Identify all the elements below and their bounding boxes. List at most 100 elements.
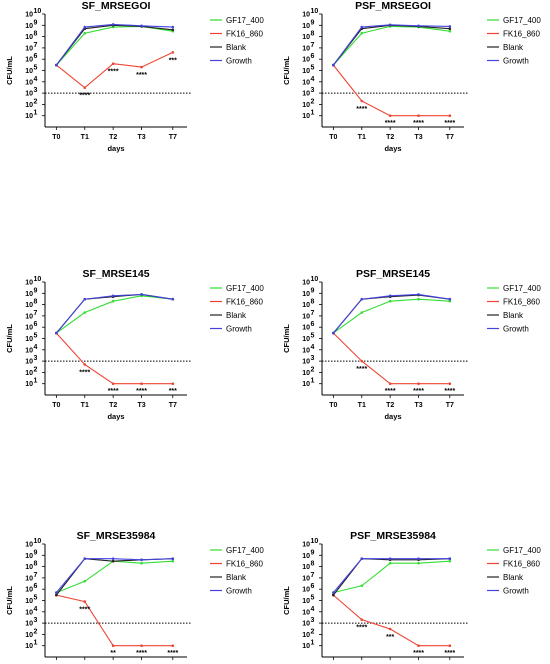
data-point: [448, 557, 452, 561]
data-point: [417, 293, 420, 296]
y-tick-exponent: 2: [34, 366, 38, 373]
legend-label: FK16_860: [226, 560, 263, 569]
y-tick-exponent: 9: [34, 19, 38, 26]
legend-label: Blank: [226, 573, 247, 582]
y-tick-label: 10: [25, 587, 33, 594]
data-point: [360, 618, 364, 621]
legend-label: Blank: [503, 43, 524, 52]
significance-label: ****: [444, 120, 455, 127]
data-point: [448, 27, 452, 31]
significance-label: ****: [385, 120, 396, 127]
y-tick-label: 10: [25, 381, 33, 388]
series-line: [332, 558, 450, 596]
data-point: [111, 382, 115, 385]
significance-label: ****: [79, 370, 90, 377]
data-point: [140, 561, 143, 565]
series-line: [332, 25, 450, 66]
y-tick-exponent: 4: [311, 606, 315, 613]
data-point: [332, 591, 335, 594]
y-tick-label: 10: [302, 381, 310, 388]
y-tick-label: 10: [302, 553, 310, 560]
x-tick-label: T3: [137, 134, 145, 141]
y-tick-label: 10: [302, 12, 310, 19]
significance-label: ****: [108, 69, 119, 76]
y-tick-exponent: 1: [311, 110, 315, 117]
y-tick-label: 10: [302, 598, 310, 605]
data-point: [417, 24, 420, 28]
data-point: [332, 593, 335, 597]
data-point: [360, 359, 364, 363]
y-tick-exponent: 10: [34, 276, 42, 283]
data-point: [388, 114, 392, 117]
data-point: [417, 297, 420, 301]
legend-label: FK16_860: [226, 298, 263, 307]
y-tick-exponent: 3: [311, 617, 315, 624]
y-tick-exponent: 2: [311, 366, 315, 373]
x-axis-label: days: [107, 412, 124, 421]
y-axis-label: CFU/mL: [282, 324, 291, 353]
data-point: [171, 25, 175, 29]
y-tick-exponent: 8: [311, 299, 315, 306]
y-tick-exponent: 2: [311, 98, 315, 105]
significance-label: ****: [167, 650, 178, 657]
data-point: [111, 644, 115, 647]
x-tick-label: T2: [386, 402, 394, 409]
significance-label: ****: [356, 106, 367, 113]
x-axis-label: days: [107, 144, 124, 153]
chart-title: PSF_MRSEGOI: [355, 0, 431, 12]
legend-label: Growth: [226, 587, 252, 596]
y-tick-label: 10: [25, 575, 33, 582]
y-tick-exponent: 9: [311, 549, 315, 556]
data-point: [388, 382, 392, 385]
y-axis-label: CFU/mL: [282, 586, 291, 615]
y-tick-label: 10: [302, 313, 310, 320]
y-tick-exponent: 7: [311, 310, 315, 317]
y-tick-exponent: 1: [34, 378, 38, 385]
y-tick-exponent: 1: [34, 640, 38, 647]
y-tick-exponent: 10: [311, 538, 319, 545]
y-tick-exponent: 5: [311, 65, 315, 72]
y-tick-exponent: 4: [311, 76, 315, 83]
y-tick-exponent: 10: [311, 8, 319, 15]
data-point: [360, 557, 364, 561]
data-point: [388, 557, 392, 561]
y-tick-exponent: 6: [34, 53, 38, 60]
data-point: [83, 297, 87, 301]
legend-label: GF17_400: [503, 546, 541, 555]
data-point: [55, 593, 58, 597]
x-axis-label: days: [384, 144, 401, 153]
y-tick-exponent: 7: [311, 572, 315, 579]
y-tick-exponent: 9: [34, 549, 38, 556]
y-tick-label: 10: [302, 542, 310, 549]
legend-label: Blank: [226, 43, 247, 52]
y-tick-exponent: 1: [34, 110, 38, 117]
significance-label: ****: [136, 72, 147, 79]
data-point: [417, 644, 420, 647]
data-point: [171, 559, 175, 563]
data-point: [171, 382, 175, 385]
data-point: [388, 299, 392, 303]
y-tick-label: 10: [25, 564, 33, 571]
y-tick-label: 10: [25, 68, 33, 75]
y-tick-label: 10: [25, 359, 33, 366]
series-line: [332, 558, 450, 593]
data-point: [140, 65, 143, 69]
x-tick-label: T2: [386, 134, 394, 141]
y-tick-exponent: 8: [311, 31, 315, 38]
series-line: [56, 560, 173, 594]
data-point: [83, 600, 87, 603]
series-line: [55, 558, 173, 596]
y-tick-exponent: 3: [311, 87, 315, 94]
y-tick-label: 10: [302, 68, 310, 75]
y-tick-label: 10: [302, 621, 310, 628]
y-tick-label: 10: [25, 102, 33, 109]
data-point: [332, 331, 335, 335]
x-tick-label: T1: [81, 134, 89, 141]
chart-title: SF_MRSEGOI: [82, 0, 151, 12]
y-tick-exponent: 5: [34, 333, 38, 340]
y-tick-exponent: 6: [311, 583, 315, 590]
y-tick-label: 10: [302, 609, 310, 616]
y-tick-label: 10: [302, 79, 310, 86]
data-point: [448, 299, 452, 303]
